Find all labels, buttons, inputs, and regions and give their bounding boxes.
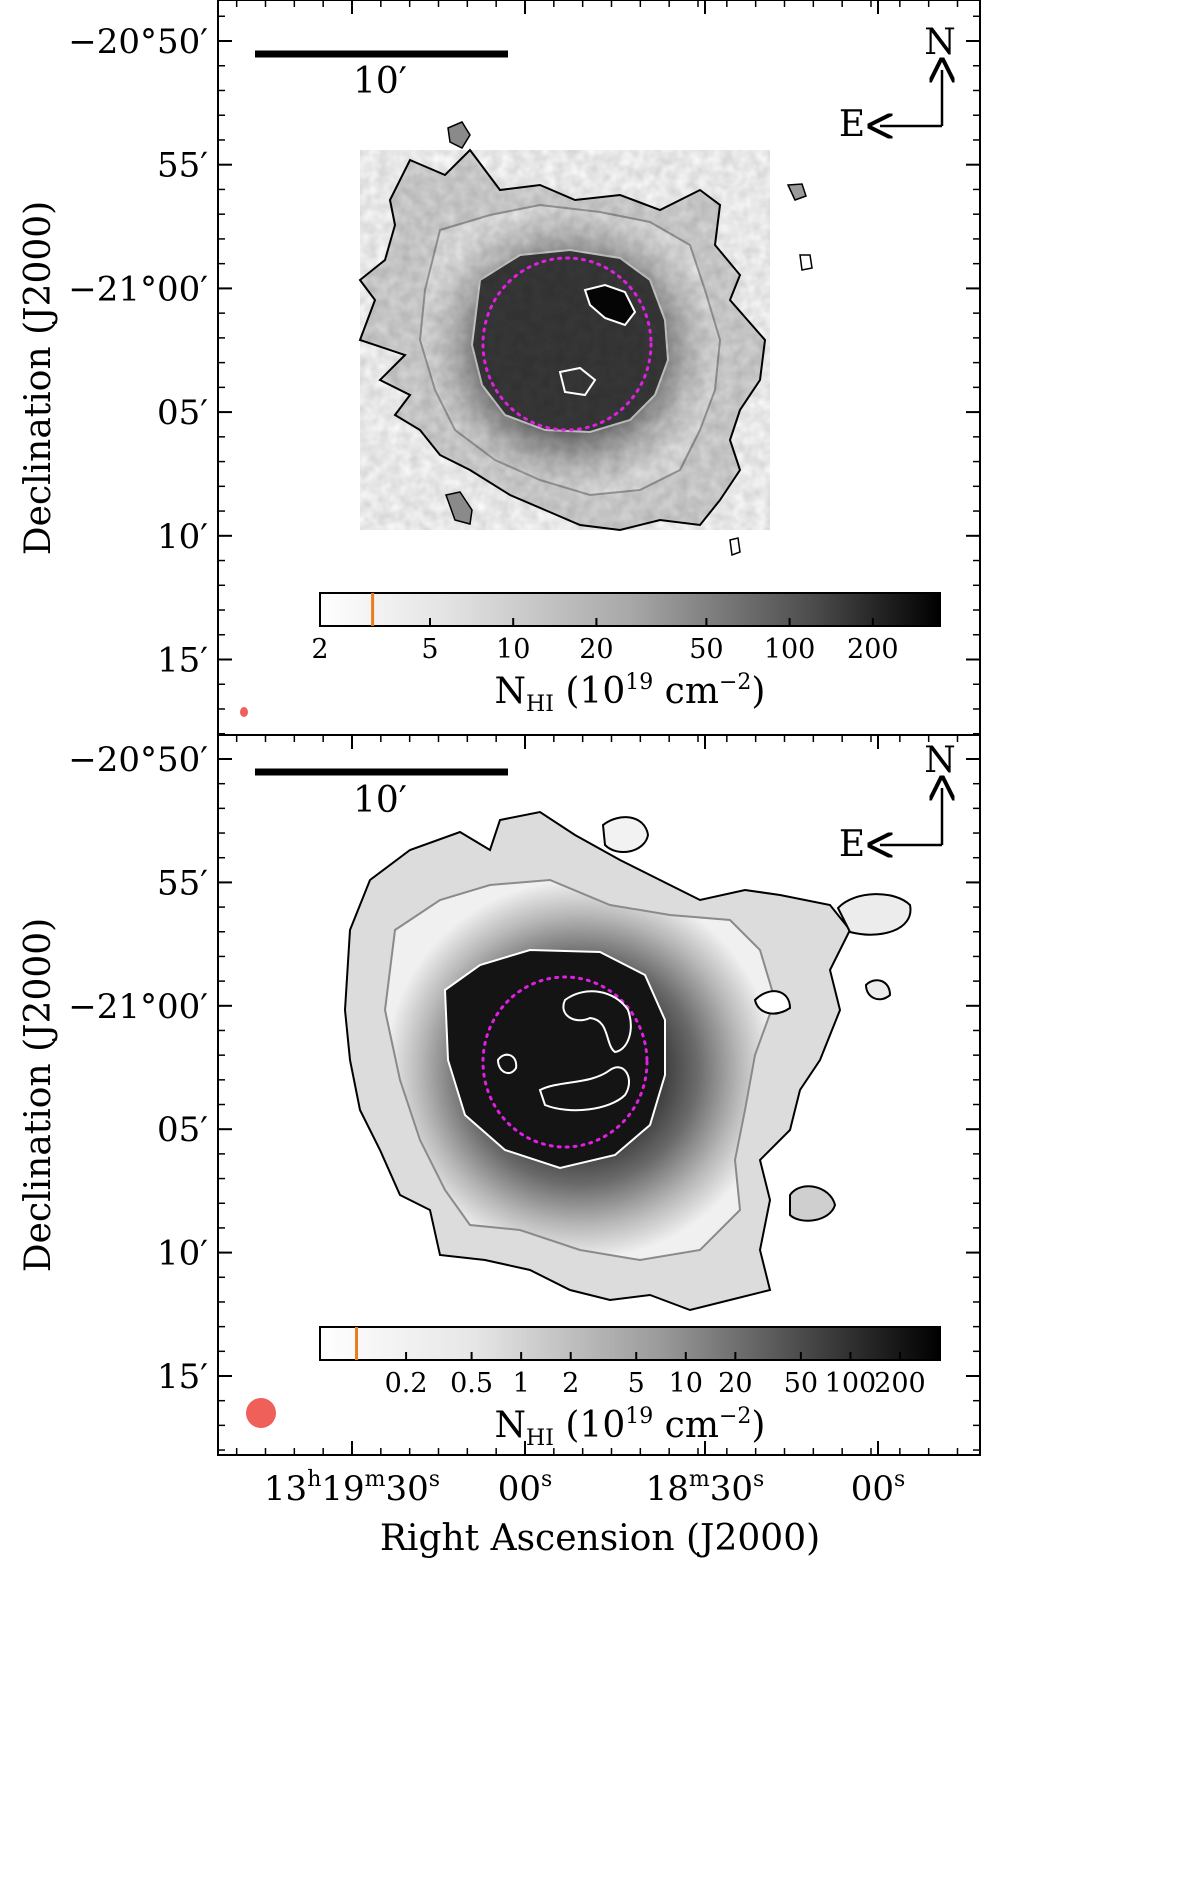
bottom-clump-2 xyxy=(836,893,912,936)
bottom-colorbar-tick-label: 0.5 xyxy=(450,1368,493,1399)
top-clump-3 xyxy=(786,183,807,201)
bottom-beam xyxy=(246,1398,276,1428)
top-clump-2 xyxy=(445,491,473,525)
bottom-peak-contour-1 xyxy=(562,990,632,1054)
bottom-hi-map xyxy=(343,810,912,1312)
bottom-y-tick-label: 10′ xyxy=(157,1234,208,1274)
bottom-clump-5 xyxy=(789,1185,837,1222)
bottom-colorbar-tick-label: 100 xyxy=(825,1368,877,1399)
top-y-tick-label: −21°00′ xyxy=(68,269,208,309)
bottom-peak-contour-3 xyxy=(496,1053,518,1075)
bottom-dotted-circle xyxy=(481,975,649,1149)
bottom-y-tick-label: −21°00′ xyxy=(68,987,208,1027)
bottom-y-axis: −20°50′ 55′ −21°00′ 05′ 10′ 15′ xyxy=(68,740,980,1451)
bottom-x-axis: 13h19m30s 00s 18m30s 00s xyxy=(235,0,959,1509)
top-y-tick-label: 10′ xyxy=(157,517,208,557)
bottom-colorbar-tick-label: 20 xyxy=(718,1368,752,1399)
top-y-axis-title: Declination (J2000) xyxy=(18,201,59,555)
top-colorbar-tick-label: 10 xyxy=(496,634,530,665)
bottom-scale-bar-label: 10′ xyxy=(353,780,407,821)
top-colorbar-ticks: 2 5 10 20 50 100 200 xyxy=(311,618,899,665)
top-beam xyxy=(240,707,248,717)
top-peak-contour-2 xyxy=(558,366,597,397)
bottom-y-tick-label: −20°50′ xyxy=(68,740,208,780)
top-colorbar-tick-label: 2 xyxy=(311,634,328,665)
top-map-texture xyxy=(360,150,770,530)
top-compass: N E xyxy=(839,22,956,145)
top-colorbar-tick-label: 20 xyxy=(579,634,613,665)
top-clump-1 xyxy=(447,121,471,149)
top-colorbar: 2 5 10 20 50 100 200 NHI (1019 cm−2) xyxy=(311,592,941,717)
top-y-tick-label: 55′ xyxy=(157,146,208,186)
top-scale-bar-label: 10′ xyxy=(353,61,407,102)
bottom-x-axis-title: Right Ascension (J2000) xyxy=(380,1518,820,1559)
bottom-compass: N E xyxy=(839,740,956,865)
bottom-y-tick-label: 05′ xyxy=(157,1110,208,1150)
bottom-colorbar-tick-label: 10 xyxy=(669,1368,703,1399)
bottom-panel-frame xyxy=(217,734,981,1456)
bottom-colorbar-tick-label: 0.2 xyxy=(385,1368,428,1399)
top-colorbar-tick-label: 200 xyxy=(847,634,899,665)
bottom-colorbar-tick-label: 2 xyxy=(562,1368,579,1399)
top-peak-contour xyxy=(583,283,637,327)
top-hi-map xyxy=(358,121,813,557)
bottom-colorbar-tick-label: 200 xyxy=(874,1368,926,1399)
top-compass-east: E xyxy=(839,104,865,145)
bottom-colorbar-tick-label: 50 xyxy=(784,1368,818,1399)
bottom-clump-3 xyxy=(864,979,892,1001)
top-clump-5 xyxy=(729,537,741,557)
top-colorbar-tick-label: 50 xyxy=(689,634,723,665)
bottom-y-axis-title: Declination (J2000) xyxy=(18,918,59,1272)
top-colorbar-tick-label: 5 xyxy=(421,634,438,665)
top-y-axis: −20°50′ 55′ −21°00′ 05′ 10′ 15′ xyxy=(68,15,980,735)
top-colorbar-label: NHI (1019 cm−2) xyxy=(495,670,766,717)
top-compass-north: N xyxy=(924,22,956,63)
bottom-x-tick-label: 00s xyxy=(851,1467,906,1509)
bottom-compass-north: N xyxy=(924,740,956,781)
top-y-tick-label: 05′ xyxy=(157,393,208,433)
top-colorbar-tick-label: 100 xyxy=(764,634,816,665)
bottom-clump-4 xyxy=(753,990,792,1015)
bottom-x-tick-label: 13h19m30s xyxy=(264,1467,440,1509)
bottom-compass-east: E xyxy=(839,824,865,865)
bottom-clump-1 xyxy=(601,816,650,854)
bottom-scale-bar: 10′ xyxy=(255,768,508,821)
bottom-colorbar-tick-label: 1 xyxy=(513,1368,530,1399)
top-y-tick-label: −20°50′ xyxy=(68,22,208,62)
bottom-peak-contour-2 xyxy=(538,1066,630,1112)
bottom-colorbar-tick-label: 5 xyxy=(628,1368,645,1399)
bottom-y-tick-label: 15′ xyxy=(157,1357,208,1397)
bottom-y-tick-label: 55′ xyxy=(157,863,208,903)
top-panel: 10′ N E 2 5 10 20 50 100 200 NHI (1019 cm−2) −… xyxy=(18,0,981,736)
bottom-x-tick-label: 00s xyxy=(498,1467,553,1509)
top-colorbar-gradient xyxy=(319,592,941,627)
bottom-colorbar-gradient xyxy=(319,1326,941,1361)
bottom-x-tick-label: 18m30s xyxy=(646,1467,765,1509)
top-clump-4 xyxy=(799,254,813,271)
top-scale-bar: 10′ xyxy=(255,50,508,102)
top-y-tick-label: 15′ xyxy=(157,641,208,681)
top-dotted-circle xyxy=(481,256,653,432)
bottom-colorbar-label: NHI (1019 cm−2) xyxy=(495,1404,766,1451)
